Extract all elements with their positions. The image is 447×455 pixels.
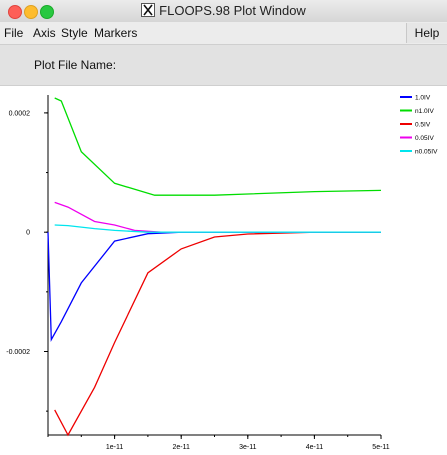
series-line-1.0IV [47,231,381,342]
series-line-n0.05IV [54,224,381,233]
menu-file[interactable]: File [4,26,24,40]
title-bar[interactable]: FLOOPS.98 Plot Window [0,0,447,23]
plot-file-bar: Plot File Name: [0,45,447,86]
series-line-0.05IV [54,201,381,233]
plot-file-name-value[interactable] [115,55,415,73]
series-line-n1.0IV [54,97,382,196]
plot-file-label: Plot File Name: [34,58,117,72]
legend-label: 1.0IV [415,95,431,102]
close-window-button[interactable] [8,5,22,19]
help-button[interactable]: Help [406,23,447,43]
menu-bar: File Axis Style Markers [0,22,447,45]
menu-markers[interactable]: Markers [94,26,138,40]
menu-style[interactable]: Style [61,26,88,40]
legend-label: 0.05IV [415,135,434,142]
x11-icon [141,3,156,17]
x-tick-label: 4e-11 [306,444,323,451]
y-tick-label: 0 [26,230,30,237]
x-tick-label: 1e-11 [106,444,123,451]
x-tick-label: 2e-11 [173,444,190,451]
legend-label: n0.05IV [415,149,438,156]
legend-label: n1.0IV [415,108,434,115]
menu-axis[interactable]: Axis [33,26,56,40]
zoom-window-button[interactable] [40,5,54,19]
plot-area: 1e-11 2e-11 3e-11 4e-11 5e-11 0.0002 0 -0.0002 1… [6,95,438,452]
legend-label: 0.5IV [415,122,431,129]
minimize-window-button[interactable] [24,5,38,19]
x-tick-label: 3e-11 [239,444,256,451]
y-tick-label: 0.0002 [9,110,31,117]
window-title: FLOOPS.98 Plot Window [159,3,306,18]
x-tick-label: 5e-11 [372,444,389,451]
title-area: FLOOPS.98 Plot Window [0,3,447,18]
series-line-0.5IV [54,231,381,437]
y-tick-label: -0.0002 [6,349,30,356]
